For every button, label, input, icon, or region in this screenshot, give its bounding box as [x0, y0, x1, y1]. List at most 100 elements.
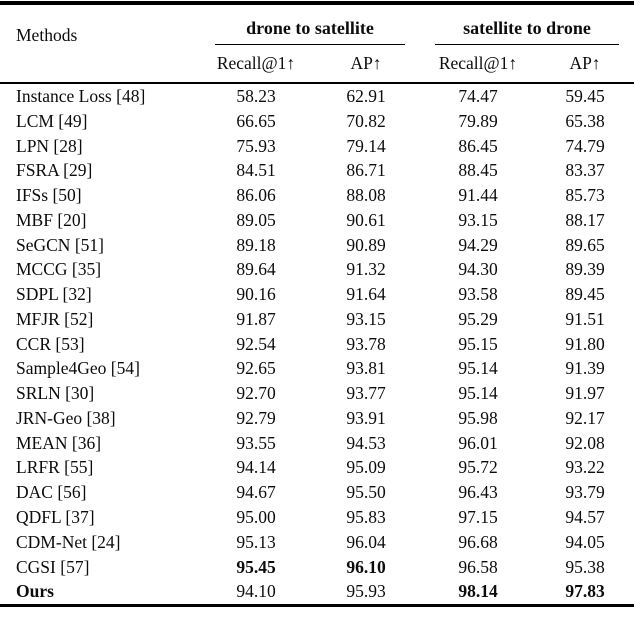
metric-value: 93.15 — [458, 209, 498, 230]
table-row: JRN-Geo [38] 92.79 93.91 95.98 92.17 — [0, 406, 634, 431]
table-row: CCR [53] 92.54 93.78 95.15 91.80 — [0, 332, 634, 357]
table-row: Instance Loss [48] 58.23 62.91 74.47 59.45 — [0, 83, 634, 109]
table-row: MBF [20] 89.05 90.61 93.15 88.17 — [0, 208, 634, 233]
metric-value: 96.58 — [458, 556, 498, 577]
metric-value: 96.04 — [346, 531, 386, 552]
method-name: IFSs [50] — [16, 185, 82, 206]
table-row: SDPL [32] 90.16 91.64 93.58 89.45 — [0, 282, 634, 307]
method-name: QDFL [37] — [16, 507, 95, 528]
metric-value: 75.93 — [236, 135, 276, 156]
metric-value: 90.16 — [236, 284, 276, 305]
metric-value: 58.23 — [236, 86, 276, 106]
method-name: Sample4Geo [54] — [16, 358, 140, 379]
table-row: LCM [49] 66.65 70.82 79.89 65.38 — [0, 109, 634, 134]
metric-value: 59.45 — [565, 86, 605, 106]
method-name: SeGCN [51] — [16, 234, 104, 255]
table-row: MFJR [52] 91.87 93.15 95.29 91.51 — [0, 307, 634, 332]
metric-value: 95.50 — [346, 482, 386, 503]
metric-value: 88.17 — [565, 209, 605, 230]
metric-value: 92.70 — [236, 383, 276, 404]
metric-value: 86.45 — [458, 135, 498, 156]
table-row: SRLN [30] 92.70 93.77 95.14 91.97 — [0, 381, 634, 406]
metric-value: 92.54 — [236, 333, 276, 354]
method-name: SDPL [32] — [16, 284, 92, 305]
metric-value: 74.47 — [458, 86, 498, 106]
metric-value: 91.51 — [565, 308, 605, 329]
metric-value: 92.79 — [236, 407, 276, 428]
table-row: FSRA [29] 84.51 86.71 88.45 83.37 — [0, 158, 634, 183]
metric-value: 83.37 — [565, 160, 605, 181]
metric-value: 95.72 — [458, 457, 498, 478]
metric-value: 94.53 — [346, 432, 386, 453]
table-row: CDM-Net [24] 95.13 96.04 96.68 94.05 — [0, 530, 634, 555]
metric-value: 95.15 — [458, 333, 498, 354]
metric-value: 94.57 — [565, 507, 605, 528]
metric-value: 91.44 — [458, 185, 498, 206]
method-name: Instance Loss [48] — [16, 86, 146, 106]
metric-value: 79.14 — [346, 135, 386, 156]
method-name: LCM [49] — [16, 110, 88, 131]
group-header-satellite-to-drone: satellite to drone — [420, 3, 634, 45]
metric-value: 94.29 — [458, 234, 498, 255]
method-name: CGSI [57] — [16, 556, 90, 577]
metric-value: 95.83 — [346, 507, 386, 528]
metric-value: 95.13 — [236, 531, 276, 552]
method-name: CDM-Net [24] — [16, 531, 121, 552]
metric-header-ap-s2d: AP↑ — [536, 45, 634, 84]
table-row: DAC [56] 94.67 95.50 96.43 93.79 — [0, 480, 634, 505]
metric-value: 74.79 — [565, 135, 605, 156]
metric-value: 66.65 — [236, 110, 276, 131]
metric-header-ap-d2s: AP↑ — [312, 45, 420, 84]
metric-value: 70.82 — [346, 110, 386, 131]
metric-value: 88.45 — [458, 160, 498, 181]
metric-header-recall1-s2d: Recall@1↑ — [420, 45, 536, 84]
metric-value: 95.09 — [346, 457, 386, 478]
metric-value: 97.15 — [458, 507, 498, 528]
method-name: LPN [28] — [16, 135, 83, 156]
method-name: LRFR [55] — [16, 457, 94, 478]
table-row: Ours 94.10 95.93 98.14 97.83 — [0, 579, 634, 605]
metric-value: 95.98 — [458, 407, 498, 428]
metric-value: 90.89 — [346, 234, 386, 255]
table-body: Instance Loss [48] 58.23 62.91 74.47 59.45 LC… — [0, 83, 634, 606]
metric-value: 85.73 — [565, 185, 605, 206]
metric-value: 96.01 — [458, 432, 498, 453]
metric-value: 79.89 — [458, 110, 498, 131]
metric-value: 94.10 — [236, 581, 276, 602]
metric-value: 93.77 — [346, 383, 386, 404]
metric-value: 93.22 — [565, 457, 605, 478]
metric-value: 93.58 — [458, 284, 498, 305]
metric-value: 93.79 — [565, 482, 605, 503]
metric-value: 92.65 — [236, 358, 276, 379]
metric-value: 92.17 — [565, 407, 605, 428]
group-label-satellite-to-drone: satellite to drone — [435, 18, 619, 45]
metric-value: 94.67 — [236, 482, 276, 503]
method-name: MCCG [35] — [16, 259, 102, 280]
table-row: Sample4Geo [54] 92.65 93.81 95.14 91.39 — [0, 356, 634, 381]
table-row: CGSI [57] 95.45 96.10 96.58 95.38 — [0, 555, 634, 580]
group-header-row: Methods drone to satellite satellite to … — [0, 3, 634, 84]
metric-header-recall1-d2s: Recall@1↑ — [200, 45, 312, 84]
metric-header-row: Recall@1↑ AP↑ Recall@1↑ AP↑ — [0, 45, 634, 84]
method-name: MFJR [52] — [16, 308, 94, 329]
metric-value: 97.83 — [565, 581, 605, 602]
table-row: LRFR [55] 94.14 95.09 95.72 93.22 — [0, 455, 634, 480]
metric-value: 91.39 — [565, 358, 605, 379]
metric-value: 94.14 — [236, 457, 276, 478]
metric-value: 93.15 — [346, 308, 386, 329]
metric-value: 84.51 — [236, 160, 276, 181]
group-header-drone-to-satellite: drone to satellite — [200, 3, 420, 45]
method-name: MEAN [36] — [16, 432, 102, 453]
metric-value: 91.64 — [346, 284, 386, 305]
group-label-drone-to-satellite: drone to satellite — [215, 18, 405, 45]
benchmark-results-table: Methods drone to satellite satellite to … — [0, 1, 634, 608]
metric-value: 91.32 — [346, 259, 386, 280]
metric-value: 96.68 — [458, 531, 498, 552]
metric-value: 90.61 — [346, 209, 386, 230]
metric-value: 86.06 — [236, 185, 276, 206]
method-name: JRN-Geo [38] — [16, 407, 116, 428]
method-name: FSRA [29] — [16, 160, 93, 181]
metric-value: 95.38 — [565, 556, 605, 577]
metric-value: 91.97 — [565, 383, 605, 404]
